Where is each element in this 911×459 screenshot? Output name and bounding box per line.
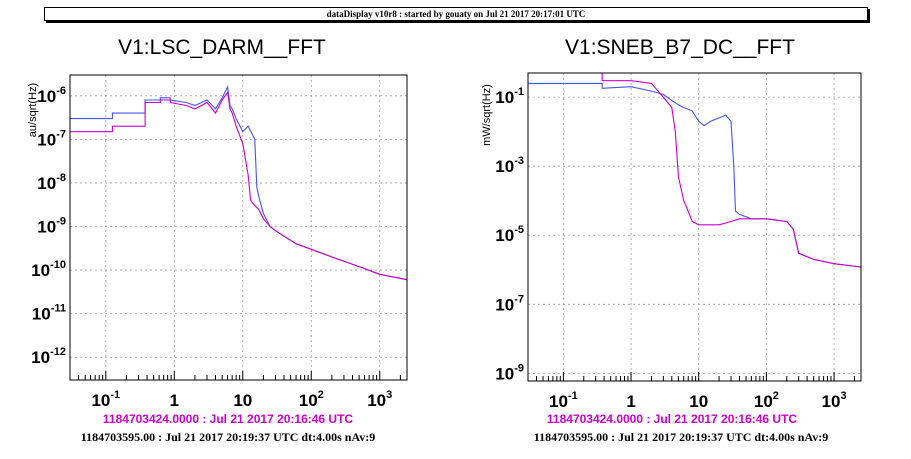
x-tick-label: 10-1 — [549, 390, 578, 411]
x-tick-label: 1 — [626, 392, 635, 411]
y-axis-label: au/sqrt(Hz) — [27, 83, 39, 137]
x-tick-label: 102 — [299, 389, 324, 410]
tick-labels: 10-9 10-7 10-5 10-3 10-1 10-1 1 10 102 103 — [495, 86, 855, 411]
x-tick-label: 10-1 — [91, 389, 120, 410]
plot-frame — [527, 72, 862, 382]
series-group — [528, 72, 862, 268]
y-tick-label: 10-9 — [37, 216, 66, 237]
x-tick-label: 10 — [233, 391, 252, 410]
app-banner: dataDisplay v10r8 : started by gouaty on… — [44, 7, 868, 21]
grid-lines — [528, 73, 861, 381]
x-tick-label: 1 — [170, 391, 179, 410]
series-group — [70, 85, 408, 281]
reference-time-label: 1184703424.0000 : Jul 21 2017 20:16:46 U… — [103, 412, 354, 426]
plot-title: V1:LSC_DARM__FFT — [118, 36, 326, 59]
y-tick-label: 10-7 — [495, 293, 524, 314]
current-time-label: 1184703595.00 : Jul 21 2017 20:19:37 UTC… — [81, 430, 375, 444]
y-axis-label: mW/sqrt(Hz) — [481, 84, 493, 146]
plot-title: V1:SNEB_B7_DC__FFT — [565, 36, 795, 59]
plot-frame — [69, 74, 408, 381]
current-time-label: 1184703595.00 : Jul 21 2017 20:19:37 UTC… — [534, 430, 828, 444]
y-tick-label: 10-7 — [37, 128, 66, 149]
y-tick-label: 10-9 — [495, 362, 524, 383]
y-tick-label: 10-8 — [37, 172, 66, 193]
y-tick-label: 10-5 — [495, 224, 524, 245]
plot-lsc-darm: V1:LSC_DARM__FFT au/sqrt(Hz) 10-1210-111… — [27, 36, 408, 444]
y-tick-label: 10-10 — [31, 259, 66, 280]
y-tick-label: 10-1 — [495, 86, 524, 107]
reference-time-label: 1184703424.0000 : Jul 21 2017 20:16:46 U… — [547, 412, 798, 426]
y-tick-label: 10-3 — [495, 155, 524, 176]
x-tick-label: 102 — [754, 390, 779, 411]
series-line-reference — [528, 72, 862, 268]
x-tick-label: 103 — [822, 390, 847, 411]
x-tick-label: 10 — [689, 392, 708, 411]
x-tick-label: 103 — [367, 389, 392, 410]
y-tick-label: 10-12 — [31, 346, 66, 367]
y-tick-label: 10-11 — [32, 303, 66, 324]
series-line-reference — [70, 90, 408, 281]
grid-lines — [70, 75, 407, 380]
plot-sneb-b7-dc: V1:SNEB_B7_DC__FFT mW/sqrt(Hz) 10-910-71… — [481, 36, 862, 444]
series-line-current — [528, 82, 862, 268]
y-tick-label: 10-6 — [37, 85, 66, 106]
